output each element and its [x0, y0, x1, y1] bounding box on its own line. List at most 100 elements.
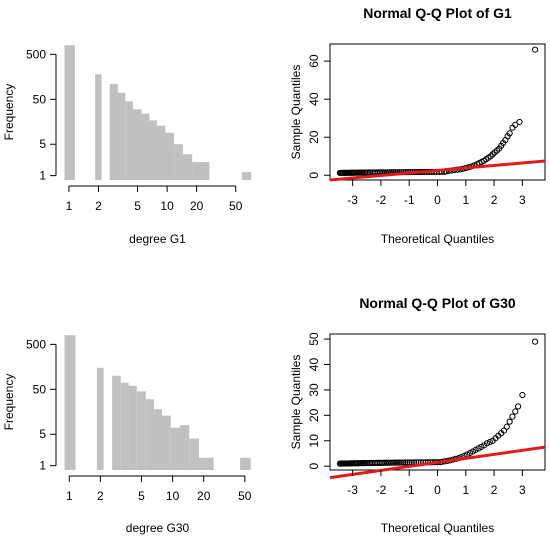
histogram-bar — [133, 109, 142, 180]
x-tick-label: 1 — [462, 193, 469, 207]
qq-point — [389, 459, 397, 466]
histogram-bar — [125, 101, 134, 180]
x-tick-label: 1 — [66, 199, 73, 213]
x-tick-label: 50 — [229, 199, 243, 213]
qq-point — [491, 149, 498, 156]
histogram-bar — [198, 457, 214, 470]
qq-point — [395, 459, 403, 466]
chart-panel-4: Normal Q-Q Plot of G30 Theoretical Quanti… — [289, 295, 546, 535]
histogram-bar — [165, 132, 175, 180]
y-tick-label: 500 — [26, 337, 46, 351]
qq-point — [489, 437, 496, 444]
histogram-bar — [240, 457, 251, 470]
y-tick-label: 50 — [33, 92, 47, 106]
qq-point — [384, 459, 391, 466]
y-axis-label: Sample Quantiles — [289, 355, 303, 450]
histogram-bar — [157, 125, 166, 180]
y-axis-label: Frequency — [2, 374, 16, 431]
qq-point — [506, 418, 513, 425]
histogram-bar — [162, 415, 171, 470]
histogram-bar — [120, 382, 129, 470]
histogram-bar — [136, 391, 146, 470]
chart-title: Normal Q-Q Plot of G1 — [363, 5, 512, 21]
histogram-bar — [141, 113, 150, 180]
y-tick-label: 10 — [307, 434, 321, 448]
x-tick-label: 2 — [97, 489, 104, 503]
qq-reference-line — [329, 159, 546, 182]
qq-point — [397, 459, 405, 466]
x-tick-label: 3 — [519, 193, 526, 207]
qq-point — [402, 459, 409, 466]
x-tick-label: 0 — [434, 193, 441, 207]
chart-title: Normal Q-Q Plot of G30 — [359, 295, 516, 311]
qq-point — [515, 403, 522, 410]
x-tick-label: 5 — [138, 489, 145, 503]
x-axis-label: degree G30 — [126, 521, 190, 535]
qq-point — [386, 459, 393, 466]
y-tick-label: 20 — [307, 408, 321, 422]
qq-point — [512, 408, 519, 415]
chart-panel-3: degree G30 Frequency 1 2 5 10 20 50 1 5 50 500 — [2, 335, 252, 535]
qq-point — [519, 391, 526, 399]
x-tick-label: 2 — [491, 193, 498, 207]
x-tick-label: 50 — [238, 489, 252, 503]
y-tick-label: 5 — [39, 137, 46, 151]
y-tick-label: 500 — [26, 47, 46, 61]
y-tick-label: 60 — [307, 54, 321, 68]
chart-panel-2: Normal Q-Q Plot of G1 Theoretical Quantil… — [289, 5, 546, 246]
histogram-bar — [109, 83, 118, 180]
histogram-bar — [64, 335, 76, 470]
histogram-bar — [149, 120, 158, 180]
x-tick-label: 20 — [197, 489, 211, 503]
histogram-bar — [189, 438, 199, 470]
histogram-bar — [128, 385, 137, 470]
y-tick-label: 1 — [39, 169, 46, 183]
y-axis-label: Frequency — [2, 84, 16, 141]
histogram-bar — [182, 154, 193, 180]
x-tick-label: 1 — [462, 483, 469, 497]
y-axis-label: Sample Quantiles — [289, 65, 303, 160]
histogram-bar — [145, 399, 154, 470]
x-axis-label: degree G1 — [129, 232, 186, 246]
y-tick-label: 1 — [39, 459, 46, 473]
x-tick-label: 2 — [491, 483, 498, 497]
chart-panel-1: degree G1 Frequency 1 2 5 10 20 50 1 5 50 500 — [2, 45, 252, 246]
x-tick-label: 0 — [434, 483, 441, 497]
x-tick-label: 1 — [66, 489, 73, 503]
x-tick-label: 5 — [134, 199, 141, 213]
x-tick-label: 3 — [519, 483, 526, 497]
qq-point — [489, 151, 496, 158]
qq-point — [509, 413, 516, 420]
qq-point — [393, 459, 401, 466]
qq-point — [400, 459, 407, 466]
qq-point — [531, 338, 539, 345]
y-tick-label: 50 — [307, 332, 321, 346]
histogram-bar — [242, 172, 252, 180]
x-tick-label: 10 — [166, 489, 180, 503]
y-tick-label: 5 — [39, 427, 46, 441]
x-tick-label: -1 — [404, 483, 415, 497]
histogram-bar — [180, 425, 190, 470]
x-tick-label: 10 — [160, 199, 174, 213]
histogram-bar — [117, 92, 126, 180]
x-tick-label: 20 — [190, 199, 204, 213]
qq-point — [388, 459, 395, 466]
plot-frame — [329, 43, 546, 181]
histogram-bar — [112, 375, 121, 470]
y-tick-label: 30 — [307, 383, 321, 397]
x-tick-label: -1 — [404, 193, 415, 207]
y-tick-label: 0 — [307, 463, 321, 470]
histogram-bar — [64, 45, 75, 180]
histogram-bar — [96, 367, 104, 470]
plot-frame — [329, 333, 546, 471]
x-tick-label: -3 — [347, 483, 358, 497]
histogram-bar — [170, 427, 181, 470]
qq-point — [391, 459, 399, 466]
x-tick-label: -2 — [376, 193, 387, 207]
x-tick-label: 2 — [95, 199, 102, 213]
y-tick-label: 50 — [33, 382, 47, 396]
x-tick-label: -3 — [347, 193, 358, 207]
y-tick-label: 40 — [307, 92, 321, 106]
qq-point — [404, 459, 411, 466]
